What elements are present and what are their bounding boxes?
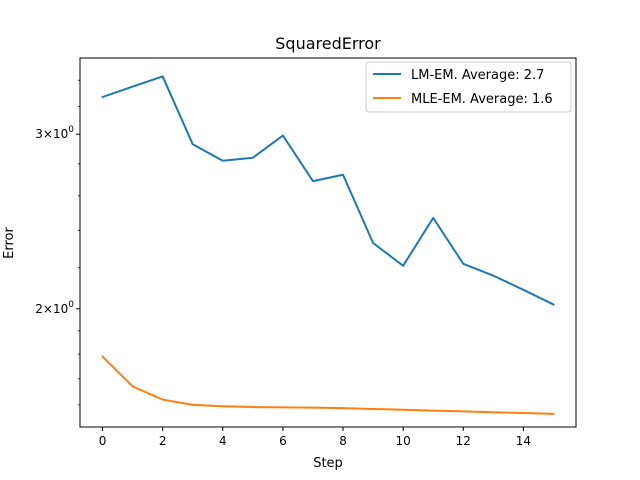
legend-box: [365, 61, 572, 113]
y-tick-label: 3×100: [35, 125, 74, 141]
x-tick-label: 6: [279, 434, 287, 448]
series-line-mle-em: [101, 355, 555, 415]
legend-label-lm-em: LM-EM. Average: 2.7: [411, 68, 544, 83]
y-tick-label: 2×100: [35, 300, 74, 316]
legend: LM-EM. Average: 2.7 MLE-EM. Average: 1.6: [365, 61, 572, 113]
series-layer: [101, 75, 555, 415]
x-axis-label: Step: [313, 456, 343, 471]
x-tick-label: 10: [396, 434, 411, 448]
series-line-lm-em: [101, 75, 555, 306]
legend-label-mle-em: MLE-EM. Average: 1.6: [411, 92, 553, 107]
x-tick-label: 8: [339, 434, 347, 448]
x-tick-label: 14: [516, 434, 531, 448]
plot-frame: [79, 57, 577, 428]
x-tick-label: 4: [219, 434, 227, 448]
x-tick-label: 2: [159, 434, 167, 448]
chart-title: SquaredError: [275, 34, 381, 53]
y-axis-label: Error: [2, 227, 17, 259]
x-tick-label: 12: [456, 434, 471, 448]
x-tick-label: 0: [99, 434, 107, 448]
y-axis-ticks: 2×100 3×100: [35, 79, 80, 406]
x-axis-ticks: 0 2 4 6 8 10 12 14: [99, 427, 531, 448]
